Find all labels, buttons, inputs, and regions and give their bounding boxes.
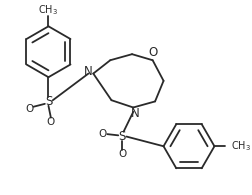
Text: N: N — [84, 65, 92, 78]
Text: N: N — [130, 107, 139, 120]
Text: O: O — [148, 46, 157, 59]
Text: CH$_3$: CH$_3$ — [38, 4, 58, 18]
Text: O: O — [118, 149, 126, 159]
Text: O: O — [25, 104, 33, 114]
Text: S: S — [45, 95, 52, 108]
Text: S: S — [118, 130, 125, 143]
Text: O: O — [98, 129, 106, 139]
Text: CH$_3$: CH$_3$ — [231, 139, 250, 153]
Text: O: O — [47, 117, 55, 127]
